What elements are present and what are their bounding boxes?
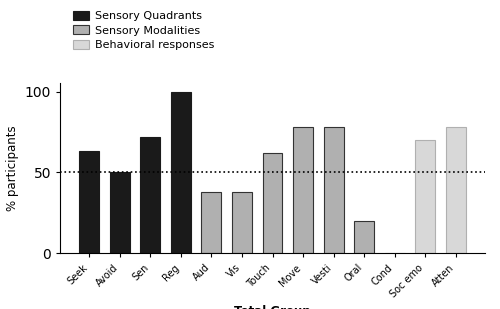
Bar bbox=[171, 91, 191, 253]
Bar bbox=[140, 137, 160, 253]
Legend: Sensory Quadrants, Sensory Modalities, Behavioral responses: Sensory Quadrants, Sensory Modalities, B… bbox=[70, 9, 217, 52]
Bar bbox=[110, 172, 130, 253]
X-axis label: Total Group: Total Group bbox=[234, 305, 311, 309]
Bar bbox=[354, 221, 374, 253]
Bar bbox=[446, 127, 466, 253]
Bar bbox=[416, 140, 435, 253]
Bar bbox=[232, 192, 252, 253]
Bar bbox=[202, 192, 222, 253]
Y-axis label: % participants: % participants bbox=[6, 125, 19, 211]
Bar bbox=[324, 127, 344, 253]
Bar bbox=[293, 127, 313, 253]
Bar bbox=[262, 153, 282, 253]
Bar bbox=[80, 151, 99, 253]
